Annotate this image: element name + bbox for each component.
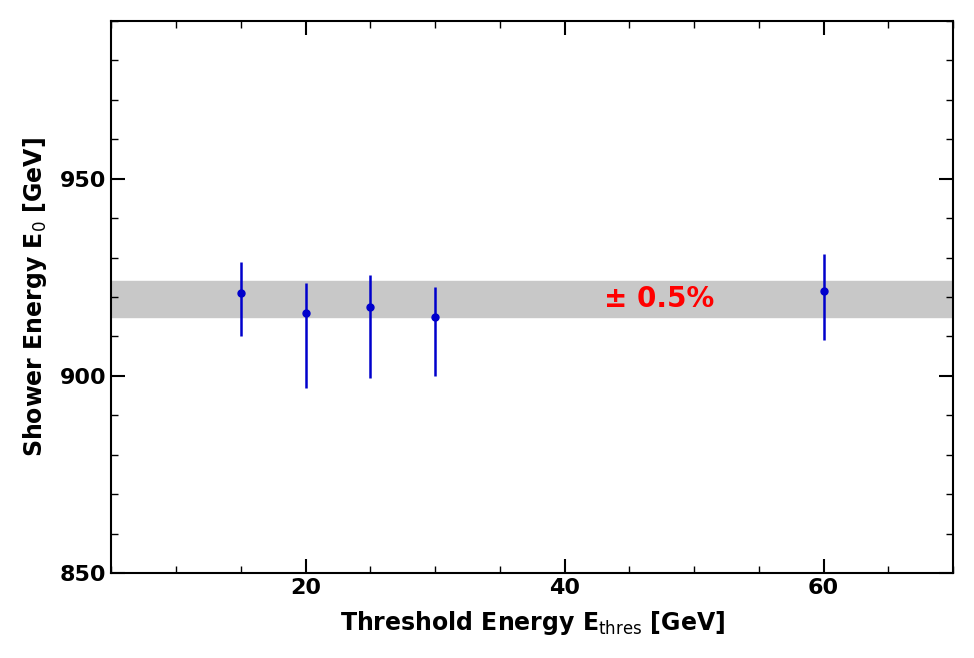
Text: ± 0.5%: ± 0.5% (604, 285, 714, 313)
Bar (111, 281, 954, 317)
X-axis label: Threshold Energy E$_{\rm thres}$ [GeV]: Threshold Energy E$_{\rm thres}$ [GeV] (340, 609, 725, 637)
Y-axis label: Shower Energy E$_0$ [GeV]: Shower Energy E$_0$ [GeV] (20, 137, 49, 457)
